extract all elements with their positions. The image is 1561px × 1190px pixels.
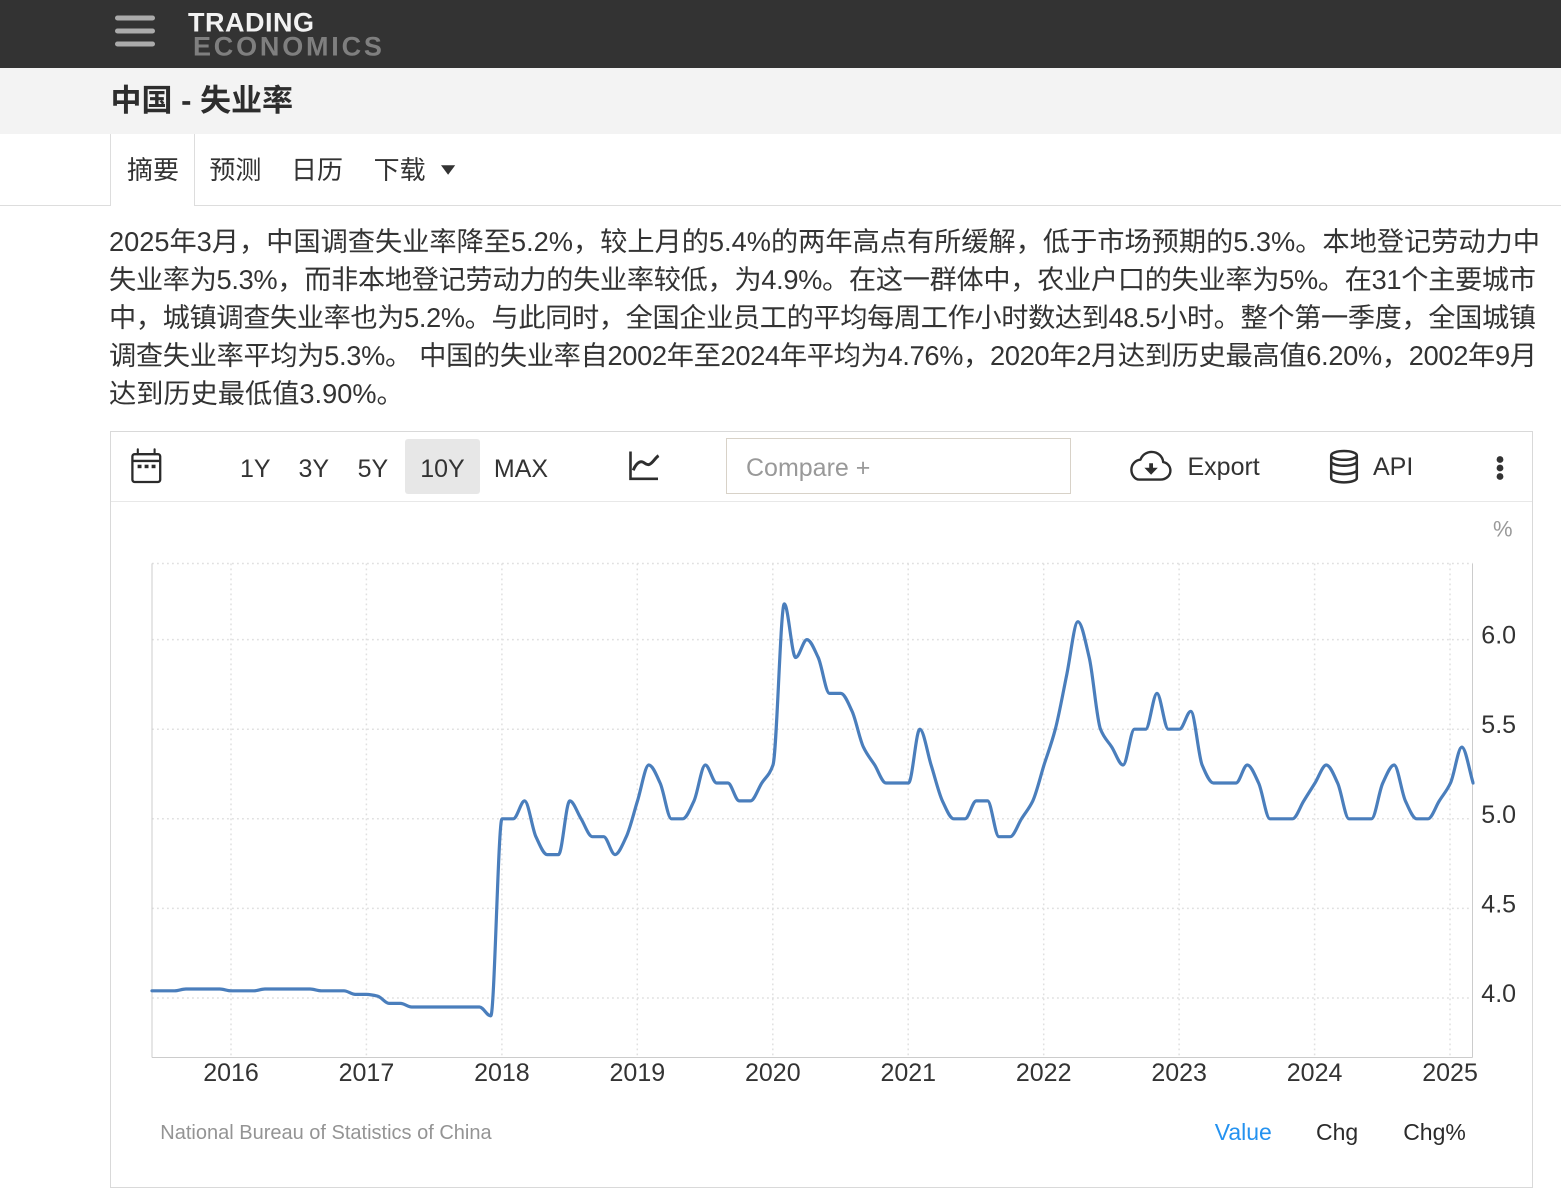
svg-text:1Y: 1Y	[240, 455, 271, 483]
svg-text:2019: 2019	[610, 1059, 666, 1087]
svg-text:2023: 2023	[1151, 1059, 1207, 1087]
svg-text:ECONOMICS: ECONOMICS	[193, 32, 385, 62]
svg-text:2021: 2021	[880, 1059, 936, 1087]
svg-text:National Bureau of Statistics: National Bureau of Statistics of China	[160, 1122, 492, 1144]
svg-text:Chg%: Chg%	[1403, 1119, 1466, 1145]
svg-text:Value: Value	[1215, 1119, 1272, 1145]
svg-text:Compare +: Compare +	[746, 454, 870, 482]
svg-text:Chg: Chg	[1316, 1119, 1358, 1145]
svg-text:10Y: 10Y	[420, 455, 465, 483]
svg-text:2017: 2017	[339, 1059, 395, 1087]
svg-text:API: API	[1373, 453, 1413, 481]
svg-text:Export: Export	[1188, 453, 1260, 481]
svg-text:4.0: 4.0	[1481, 980, 1516, 1008]
svg-text:2022: 2022	[1016, 1059, 1072, 1087]
svg-text:2025: 2025	[1422, 1059, 1478, 1087]
svg-text:TRADING: TRADING	[188, 8, 315, 38]
svg-text:5.5: 5.5	[1481, 711, 1516, 739]
svg-text:3Y: 3Y	[299, 455, 330, 483]
svg-text:2016: 2016	[203, 1059, 259, 1087]
svg-text:2018: 2018	[474, 1059, 530, 1087]
svg-text:4.5: 4.5	[1481, 890, 1516, 918]
svg-text:6.0: 6.0	[1481, 622, 1516, 650]
svg-text:MAX: MAX	[494, 455, 549, 483]
svg-text:2024: 2024	[1287, 1059, 1343, 1087]
svg-text:5.0: 5.0	[1481, 801, 1516, 829]
svg-text:%: %	[1493, 517, 1513, 542]
svg-text:5Y: 5Y	[358, 455, 389, 483]
svg-text:2020: 2020	[745, 1059, 801, 1087]
